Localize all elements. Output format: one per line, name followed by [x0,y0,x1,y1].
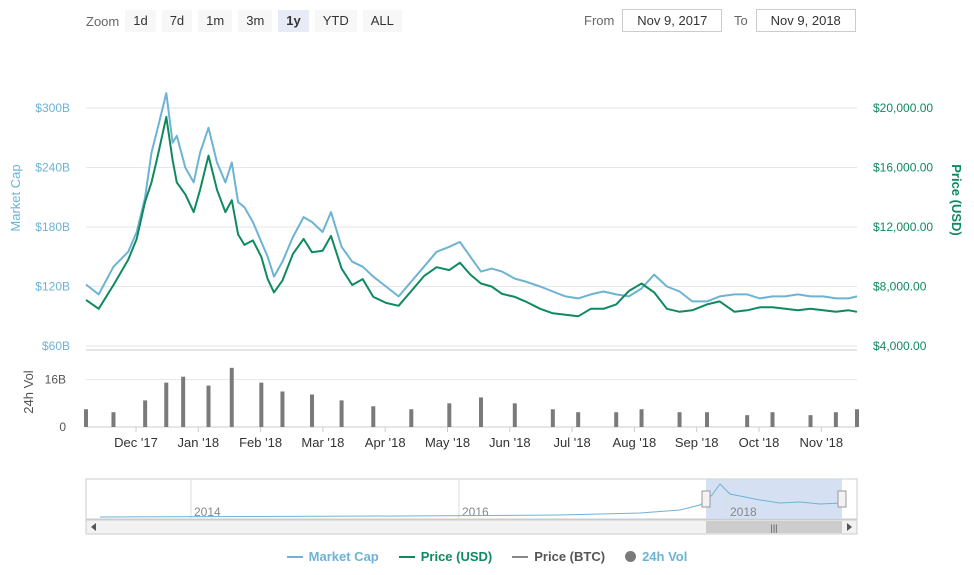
to-date-input[interactable]: Nov 9, 2018 [755,9,856,32]
volume-bar [479,397,484,427]
x-tick-label: Dec '17 [114,435,158,450]
volume-bar [808,415,813,427]
zoom-label: Zoom [86,13,120,29]
zoom-bar: Zoom 1d 7d 1m 3m 1y YTD ALL [86,9,408,33]
navigator-right-handle[interactable] [837,490,847,508]
volume-bar [770,412,775,427]
from-label: From [584,13,615,28]
navigator-tick-label: 2018 [730,505,757,519]
volume-bar [229,367,234,427]
legend-market-cap-label: Market Cap [308,549,379,564]
market-cap-swatch [286,555,303,558]
volume-bar [310,394,315,427]
volume-bar [280,391,285,427]
x-tick-label: Feb '18 [239,435,282,450]
zoom-7d-button[interactable]: 7d [161,10,193,32]
price-usd-line [85,115,858,318]
x-tick-label: May '18 [425,435,470,450]
x-tick-label: Jun '18 [489,435,531,450]
x-tick-label: Jul '18 [554,435,591,450]
volume-bar [409,409,414,427]
from-date-input[interactable]: Nov 9, 2017 [622,9,723,32]
legend-price-usd-label: Price (USD) [420,549,493,564]
zoom-ytd-button[interactable]: YTD [314,10,357,32]
legend-price-btc-label: Price (BTC) [534,549,606,564]
x-tick-label: Oct '18 [739,435,780,450]
volume-bar [84,409,88,427]
zoom-1y-button[interactable]: 1y [278,10,309,32]
legend-price-btc[interactable]: Price (BTC) [512,549,605,564]
volume-bar [164,382,169,427]
from-range: From Nov 9, 2017 [584,9,723,32]
volume-bar [111,412,116,427]
zoom-all-button[interactable]: ALL [362,10,402,32]
price-usd-axis-title: Price (USD) [949,164,964,236]
price-usd-tick-label: $20,000.00 [873,101,933,115]
legend-24h-vol-label: 24h Vol [642,549,688,564]
market-cap-tick-label: $300B [35,101,70,115]
volume-bar [447,403,452,427]
zoom-3m-button[interactable]: 3m [238,10,273,32]
navigator-selection [706,479,842,519]
volume-bar [833,412,838,427]
market-cap-tick-label: $60B [42,339,70,353]
price-usd-swatch [398,555,415,558]
volume-bar [181,376,186,427]
x-tick-label: Mar '18 [301,435,344,450]
navigator-series-line [99,483,843,518]
x-tick-label: Nov '18 [799,435,843,450]
volume-bar [371,406,376,427]
volume-bar [576,412,581,427]
zoom-1m-button[interactable]: 1m [198,10,233,32]
to-range: To Nov 9, 2018 [734,9,856,32]
legend-24h-vol[interactable]: 24h Vol [625,549,687,564]
volume-swatch [625,551,637,562]
volume-bar [745,415,750,427]
navigator-left-handle[interactable] [701,490,711,508]
market-cap-line [85,92,858,303]
market-cap-tick-label: $240B [35,161,70,175]
volume-bar [339,400,344,427]
volume-bar [705,412,710,427]
x-tick-label: Jan '18 [178,435,220,450]
price-btc-swatch [512,555,529,558]
volume-bar [206,385,211,427]
volume-bar [550,409,555,427]
scroll-left-arrow-icon[interactable] [91,523,96,531]
navigator-tick-label: 2016 [462,505,489,519]
volume-tick-label: 0 [59,420,66,434]
volume-bar [677,412,682,427]
scrollbar-grip-icon: ||| [770,523,777,533]
market-cap-tick-label: $120B [35,280,70,294]
scroll-right-arrow-icon[interactable] [847,523,852,531]
market-cap-axis-title: Market Cap [8,164,23,231]
price-usd-tick-label: $16,000.00 [873,161,933,175]
volume-bar [143,400,148,427]
price-usd-tick-label: $4,000.00 [873,339,927,353]
navigator-tick-label: 2014 [194,505,221,519]
legend-price-usd[interactable]: Price (USD) [398,549,493,564]
chart-legend: Market Cap Price (USD) Price (BTC) 24h V… [0,549,974,564]
market-cap-tick-label: $180B [35,220,70,234]
volume-tick-label: 16B [45,373,66,387]
price-chart: $60B $120B $180B $240B $300B $4,000.00 $8,000.… [8,92,964,535]
volume-bar [259,382,264,427]
legend-market-cap[interactable]: Market Cap [286,549,379,564]
volume-bar [639,409,644,427]
price-usd-tick-label: $12,000.00 [873,220,933,234]
scrollbar-thumb[interactable] [706,521,842,533]
zoom-1d-button[interactable]: 1d [125,10,156,32]
volume-axis-title: 24h Vol [21,370,36,413]
scrollbar-track[interactable] [85,519,858,535]
price-usd-tick-label: $8,000.00 [873,280,927,294]
x-tick-label: Sep '18 [675,435,719,450]
to-label: To [734,13,748,28]
x-tick-label: Aug '18 [613,435,657,450]
volume-bar [512,403,517,427]
volume-bar [855,409,859,427]
x-tick-label: Apr '18 [365,435,406,450]
volume-bar [614,412,619,427]
